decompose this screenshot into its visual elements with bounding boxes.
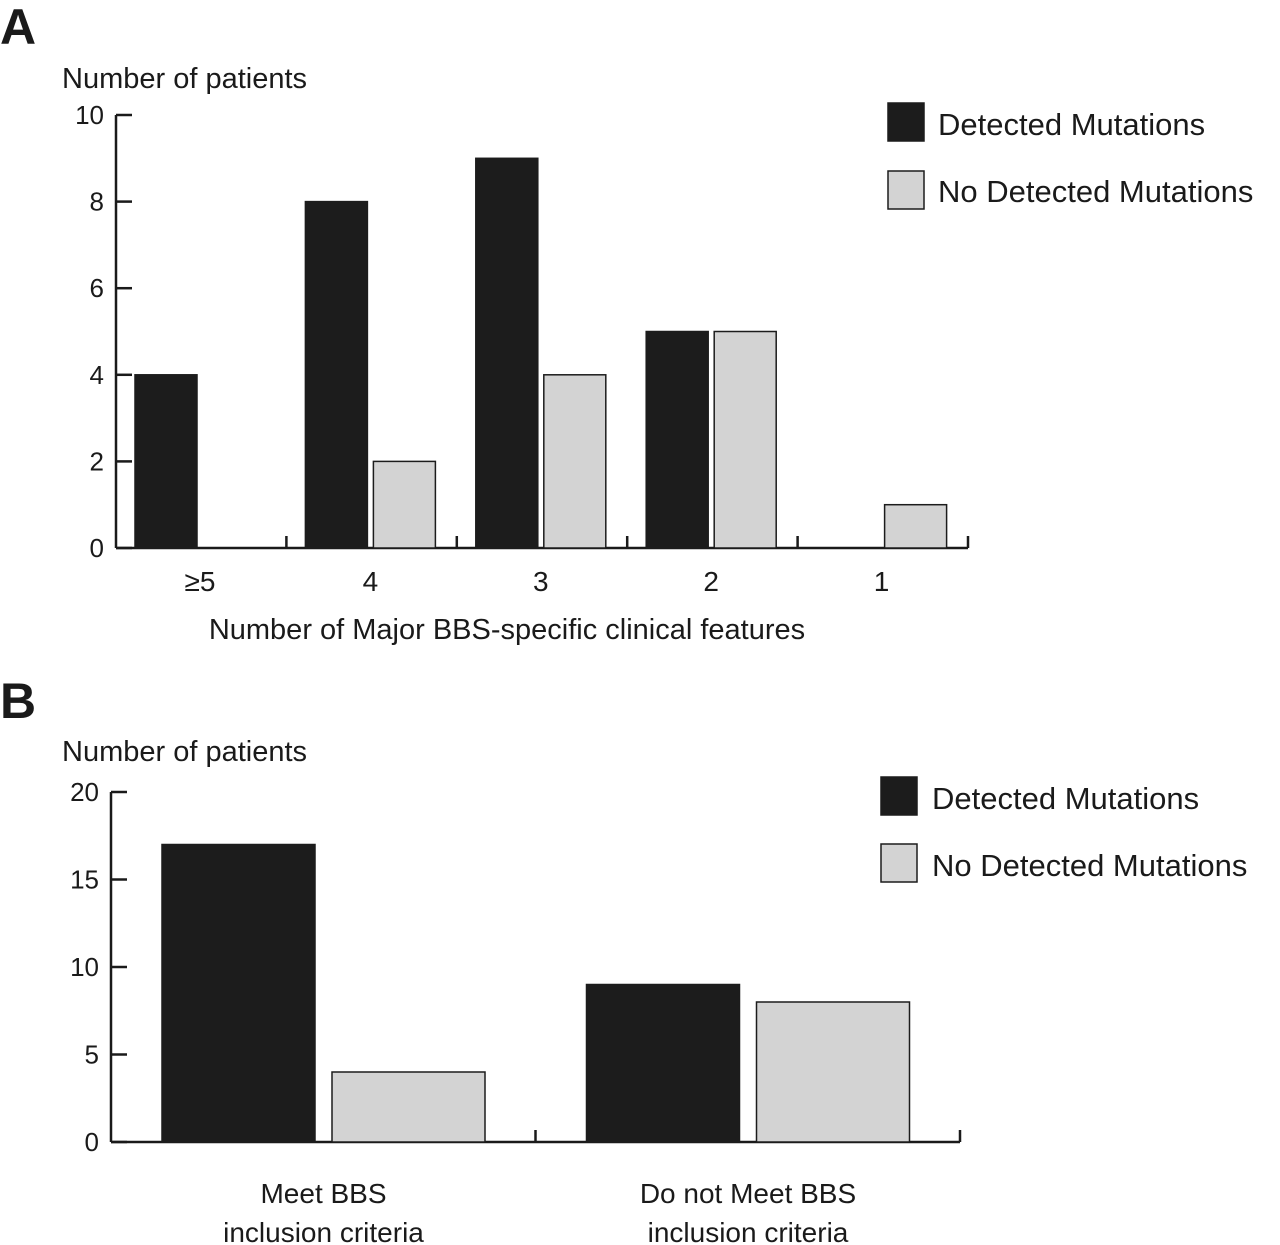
chart-a-category-label: 4 bbox=[363, 566, 379, 597]
legend-a: Detected Mutations No Detected Mutations bbox=[887, 102, 1253, 210]
chart-a-svg: A Number of patients Number of Major BBS… bbox=[0, 0, 1253, 646]
chart-b-y-tick-label: 10 bbox=[70, 952, 99, 982]
chart-b-bar-detected bbox=[161, 843, 316, 1143]
chart-b-bar-not-detected bbox=[755, 1001, 911, 1143]
chart-b-bar-detected bbox=[585, 983, 741, 1143]
chart-b-category-label: Do not Meet BBS inclusion criteria bbox=[640, 1178, 856, 1245]
y-axis-title-b: Number of patients bbox=[62, 736, 307, 768]
chart-b-svg: B Number of patients 0 5 10 15 20 Meet BBS inc… bbox=[0, 673, 1247, 1245]
chart-b-plot: 0 5 10 15 20 Meet BBS inclusion criteria Do not… bbox=[70, 777, 962, 1245]
chart-a-bar-detected bbox=[134, 374, 198, 549]
panel-label-b: B bbox=[0, 673, 36, 729]
chart-a-y-tick-label: 10 bbox=[75, 100, 104, 130]
chart-a-plot: 0 2 4 6 8 10 ≥5 4 3 2 1 bbox=[75, 100, 970, 597]
legend-label-not-detected-b: No Detected Mutations bbox=[932, 848, 1247, 883]
chart-b-y-tick-label: 20 bbox=[70, 777, 99, 807]
chart-a-y-tick-label: 4 bbox=[90, 360, 104, 390]
legend-swatch-not-detected-a bbox=[887, 170, 925, 210]
chart-a-category-label: 2 bbox=[703, 566, 719, 597]
chart-a-category-label: ≥5 bbox=[185, 566, 216, 597]
y-axis-title-a: Number of patients bbox=[62, 63, 307, 95]
chart-b-y-tick-label: 15 bbox=[70, 865, 99, 895]
legend-label-detected-a: Detected Mutations bbox=[938, 107, 1205, 142]
chart-b-y-tick-label: 0 bbox=[85, 1127, 99, 1157]
chart-a-y-tick-label: 2 bbox=[90, 446, 104, 476]
legend-b: Detected Mutations No Detected Mutations bbox=[880, 776, 1247, 883]
panel-label-a: A bbox=[0, 0, 36, 55]
chart-a-y-tick-label: 0 bbox=[90, 533, 104, 563]
legend-label-not-detected-a: No Detected Mutations bbox=[938, 174, 1253, 209]
legend-swatch-detected-a bbox=[887, 102, 925, 142]
chart-a-bar-detected bbox=[645, 330, 709, 549]
chart-a-category-label: 1 bbox=[874, 566, 890, 597]
chart-a-bar-not-detected bbox=[883, 503, 948, 549]
chart-a-bar-detected bbox=[475, 157, 539, 549]
chart-a-y-tick-label: 8 bbox=[90, 187, 104, 217]
chart-a-bar-not-detected bbox=[372, 460, 437, 549]
chart-b-category-label: Meet BBS inclusion criteria bbox=[223, 1178, 424, 1245]
chart-a-y-tick-label: 6 bbox=[90, 273, 104, 303]
chart-a-bar-not-detected bbox=[713, 330, 777, 549]
chart-b-bar-not-detected bbox=[331, 1071, 486, 1143]
chart-a-category-label: 3 bbox=[533, 566, 549, 597]
chart-panel-b: B Number of patients 0 5 10 15 20 Meet BBS inc… bbox=[0, 660, 1280, 1245]
chart-a-bar-detected bbox=[304, 200, 369, 549]
legend-swatch-not-detected-b bbox=[880, 843, 918, 883]
chart-panel-a: A Number of patients Number of Major BBS… bbox=[0, 0, 1253, 646]
legend-swatch-detected-b bbox=[880, 776, 918, 816]
legend-label-detected-b: Detected Mutations bbox=[932, 781, 1199, 816]
chart-a-bar-not-detected bbox=[543, 374, 607, 549]
chart-b-y-tick-label: 5 bbox=[85, 1040, 99, 1070]
x-axis-title-a: Number of Major BBS-specific clinical fe… bbox=[209, 614, 805, 646]
